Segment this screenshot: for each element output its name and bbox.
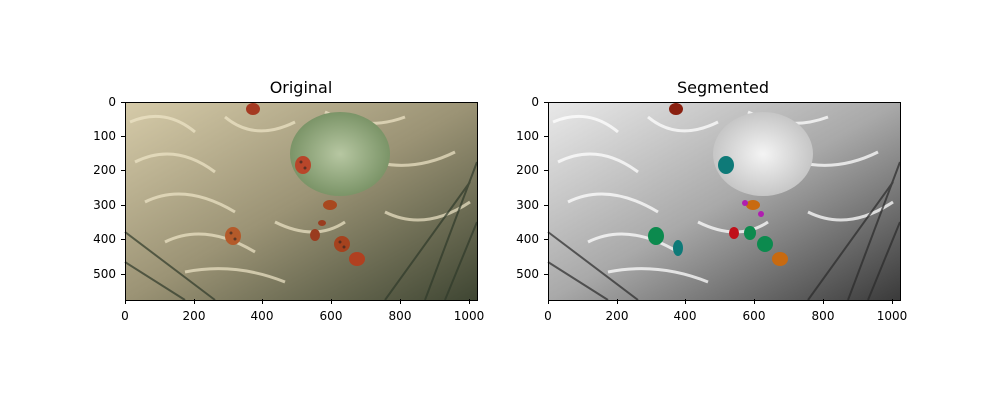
xtick-label: 600 — [319, 309, 343, 323]
xtick-label: 0 — [544, 309, 552, 323]
ytick-label: 100 — [516, 129, 539, 143]
ytick-label: 0 — [108, 95, 116, 109]
xtick-label: 800 — [811, 309, 835, 323]
panel-title-original: Original — [269, 78, 333, 97]
ytick-label: 200 — [516, 163, 539, 177]
xtick-label: 600 — [742, 309, 766, 323]
xtick-label: 200 — [605, 309, 629, 323]
ytick-label: 300 — [93, 198, 116, 212]
seed-pod — [290, 112, 390, 196]
xaxis-ticks-original — [125, 299, 470, 304]
original-image — [124, 102, 478, 301]
xaxis-ticks-segmented — [548, 299, 893, 304]
xtick-label: 0 — [121, 309, 129, 323]
yaxis-ticks-segmented — [544, 102, 548, 275]
xtick-label: 1000 — [876, 309, 908, 323]
xtick-label: 800 — [388, 309, 412, 323]
xtick-label: 400 — [250, 309, 274, 323]
panel-title-segmented: Segmented — [677, 78, 769, 97]
axes-frame-segmented — [548, 102, 901, 301]
axes-frame-original — [125, 102, 478, 301]
ytick-label: 300 — [516, 198, 539, 212]
xtick-label: 400 — [673, 309, 697, 323]
ladybugs-original — [225, 103, 365, 266]
ytick-label: 200 — [93, 163, 116, 177]
segments — [648, 103, 788, 266]
yaxis-ticks-original — [121, 102, 125, 275]
ytick-label: 400 — [516, 232, 539, 246]
ytick-label: 0 — [531, 95, 539, 109]
ytick-label: 500 — [93, 267, 116, 281]
ytick-label: 400 — [93, 232, 116, 246]
xtick-label: 1000 — [453, 309, 485, 323]
seed-pod — [713, 112, 813, 196]
ytick-label: 500 — [516, 267, 539, 281]
ytick-label: 100 — [93, 129, 116, 143]
xtick-label: 200 — [182, 309, 206, 323]
segmented-image — [547, 102, 901, 301]
